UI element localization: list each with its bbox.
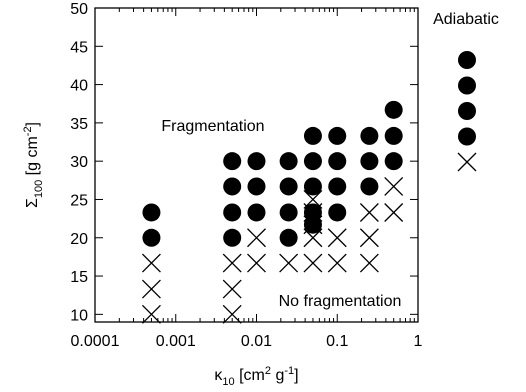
y-tick-label: 20	[70, 231, 88, 248]
data-point-filled	[142, 203, 161, 222]
data-point-cross	[303, 253, 323, 273]
y-tick-label: 15	[70, 269, 88, 286]
y-tick-label: 10	[70, 307, 88, 324]
annotation-fragmentation: Fragmentation	[161, 118, 264, 135]
data-point-filled	[303, 177, 322, 196]
data-point-filled	[328, 126, 347, 145]
data-point-cross	[457, 152, 477, 172]
data-point-cross	[359, 253, 379, 273]
x-axis-label: κ10 [cm2 g-1]	[214, 365, 298, 388]
data-point-cross	[359, 228, 379, 248]
data-point-filled	[223, 228, 242, 247]
data-point-filled	[384, 100, 403, 119]
data-point-cross	[279, 253, 299, 273]
chart-text: 10 15 20 25 30 35 40 45 50 0.0001 0.001 0.01 0.1 1 Fra…	[22, 1, 499, 388]
x-tick-label: 0.001	[156, 333, 196, 350]
y-tick-label: 35	[70, 116, 88, 133]
data-point-filled	[247, 152, 266, 171]
data-point-filled	[384, 126, 403, 145]
x-tick-label: 0.01	[241, 333, 272, 350]
y-tick-label: 50	[70, 1, 88, 18]
axis-ticks	[94, 7, 419, 322]
x-tick-label: 0.0001	[71, 333, 120, 350]
data-point-cross	[222, 304, 242, 324]
data-point-filled	[328, 203, 347, 222]
data-point-filled	[142, 228, 161, 247]
data-point-cross	[384, 176, 404, 196]
data-point-cross	[247, 253, 266, 273]
data-point-filled	[458, 76, 476, 95]
data-point-filled	[458, 127, 476, 146]
y-tick-label: 30	[70, 154, 88, 171]
data-point-cross	[222, 279, 242, 299]
data-markers	[141, 51, 477, 324]
data-point-filled	[247, 177, 266, 196]
annotation-no-fragmentation: No fragmentation	[279, 293, 402, 310]
side-panel-label: Adiabatic	[433, 11, 499, 28]
data-point-filled	[247, 203, 266, 222]
y-tick-label: 25	[70, 192, 88, 209]
data-point-filled	[223, 152, 242, 171]
x-tick-label: 0.1	[326, 333, 348, 350]
data-point-filled	[279, 152, 298, 171]
data-point-filled	[384, 152, 403, 171]
data-point-cross	[303, 190, 323, 209]
data-point-filled	[223, 203, 242, 222]
data-point-cross	[141, 253, 161, 273]
data-point-cross	[247, 228, 266, 248]
y-tick-label: 40	[70, 78, 88, 95]
data-point-filled	[360, 177, 379, 196]
data-point-filled	[303, 152, 322, 171]
y-tick-label: 45	[70, 39, 88, 56]
data-point-cross	[359, 203, 379, 222]
data-point-filled	[279, 177, 298, 196]
data-point-filled	[360, 152, 379, 171]
data-point-filled	[279, 203, 298, 222]
data-point-filled	[458, 102, 476, 120]
x-tick-label: 1	[414, 333, 423, 350]
data-point-cross	[327, 253, 347, 273]
y-axis-label: Σ100 [g cm-2]	[22, 122, 45, 208]
data-point-cross	[222, 253, 242, 273]
data-point-filled	[328, 177, 347, 196]
data-point-cross	[303, 228, 323, 248]
data-point-filled	[458, 51, 476, 69]
data-point-filled	[223, 177, 242, 196]
data-point-cross	[327, 228, 347, 248]
data-point-cross	[141, 304, 161, 324]
data-point-cross	[303, 203, 323, 222]
data-point-filled	[279, 228, 298, 247]
data-point-cross	[384, 203, 404, 222]
data-point-filled	[360, 126, 379, 145]
data-point-filled	[328, 152, 347, 171]
data-point-filled	[303, 126, 322, 145]
data-point-cross	[141, 279, 161, 299]
